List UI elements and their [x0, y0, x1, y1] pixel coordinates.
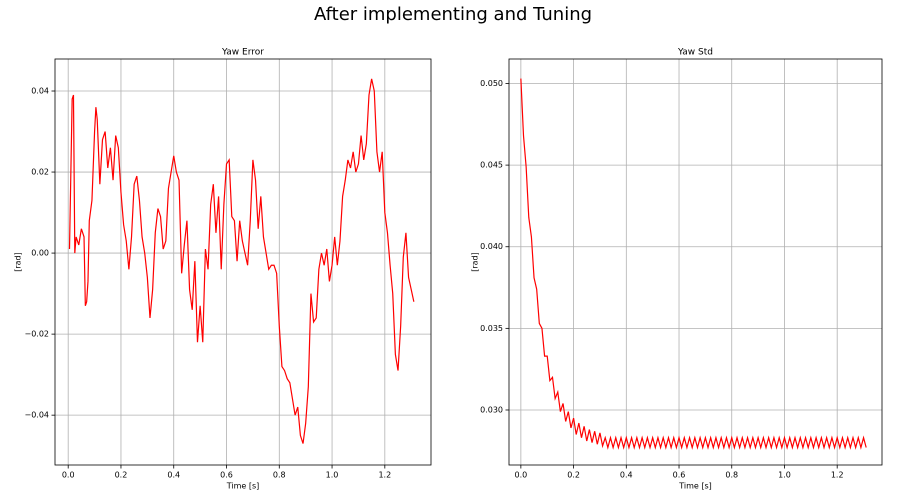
x-axis-label: Time [s]	[678, 482, 712, 491]
x-tick-label: 1.2	[378, 471, 391, 480]
y-tick-label: −0.04	[24, 411, 49, 420]
y-tick-label: 0.04	[31, 87, 49, 96]
x-tick-label: 1.0	[778, 471, 791, 480]
y-tick-label: 0.045	[480, 161, 503, 170]
y-axis-label: [rad]	[14, 252, 23, 272]
y-tick-label: 0.030	[480, 405, 503, 414]
y-tick-label: 0.040	[480, 242, 503, 251]
y-axis-label: [rad]	[471, 252, 480, 272]
x-tick-label: 0.6	[673, 471, 686, 480]
x-tick-label: 0.0	[62, 471, 75, 480]
x-tick-label: 0.4	[620, 471, 633, 480]
data-line	[520, 78, 867, 450]
x-tick-label: 1.0	[326, 471, 339, 480]
x-tick-label: 0.2	[567, 471, 580, 480]
figure-title: After implementing and Tuning	[314, 4, 592, 25]
x-tick-label: 0.6	[220, 471, 233, 480]
y-tick-label: 0.02	[31, 168, 49, 177]
plot-area	[509, 59, 882, 465]
y-tick-label: 0.00	[31, 249, 49, 258]
y-tick-label: 0.035	[480, 324, 503, 333]
x-tick-label: 0.4	[167, 471, 180, 480]
x-tick-label: 0.0	[514, 471, 527, 480]
x-tick-label: 0.2	[115, 471, 128, 480]
chart-title: Yaw Error	[221, 48, 264, 58]
plot-area	[55, 59, 431, 465]
x-tick-label: 0.8	[725, 471, 738, 480]
axes-frame	[508, 58, 883, 466]
y-tick-label: −0.02	[24, 330, 49, 339]
data-line	[68, 78, 415, 444]
x-tick-label: 0.8	[273, 471, 286, 480]
y-tick-label: 0.050	[480, 79, 503, 88]
chart-title: Yaw Std	[677, 48, 713, 58]
x-tick-label: 1.2	[831, 471, 844, 480]
x-axis-label: Time [s]	[226, 482, 260, 491]
axes-frame	[54, 58, 432, 466]
